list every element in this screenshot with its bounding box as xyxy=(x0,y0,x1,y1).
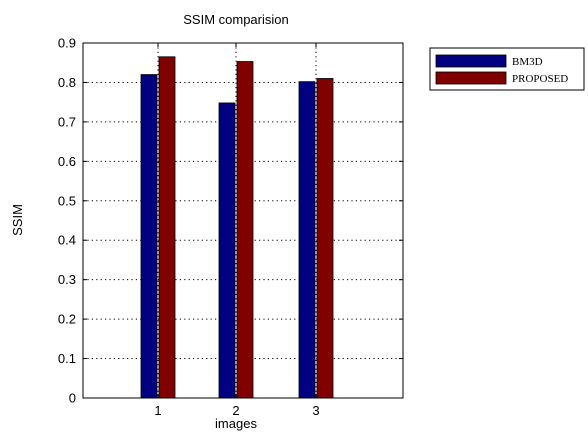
y-tick-label: 0.8 xyxy=(58,75,76,90)
x-tick-label: 2 xyxy=(232,403,239,418)
chart-title: SSIM comparision xyxy=(183,12,288,27)
grid-lines xyxy=(83,43,403,398)
legend-label-proposed: PROPOSED xyxy=(512,73,568,85)
x-axis-label: images xyxy=(215,416,257,431)
y-tick-label: 0.2 xyxy=(58,312,76,327)
y-tick-label: 0.4 xyxy=(58,233,76,248)
x-axis-ticks: 1 2 3 xyxy=(154,43,320,418)
y-tick-label: 0 xyxy=(69,391,76,406)
y-tick-label: 0.3 xyxy=(58,272,76,287)
legend-swatch-proposed xyxy=(435,71,507,85)
legend-swatch-bm3d xyxy=(435,54,507,68)
plot-frame xyxy=(82,42,404,399)
bar-proposed-2 xyxy=(236,61,254,399)
legend-label-bm3d: BM3D xyxy=(512,56,543,68)
y-tick-label: 0.5 xyxy=(58,193,76,208)
y-tick-label: 0.6 xyxy=(58,154,76,169)
bar-bm3d-3 xyxy=(298,81,316,399)
y-tick-label: 0.7 xyxy=(58,114,76,129)
bar-bm3d-2 xyxy=(218,102,236,399)
bar-proposed-3 xyxy=(316,78,334,399)
bars xyxy=(140,56,334,399)
y-tick-label: 0.9 xyxy=(58,36,76,51)
y-axis-ticks: 0 0.1 0.2 0.3 0.4 0.5 0.6 0.7 0.8 0.9 xyxy=(58,36,403,406)
x-tick-label: 1 xyxy=(154,403,161,418)
y-axis-label: SSIM xyxy=(10,204,25,236)
bar-proposed-1 xyxy=(158,56,176,399)
x-tick-label: 3 xyxy=(312,403,319,418)
bar-bm3d-1 xyxy=(140,74,158,399)
y-tick-label: 0.1 xyxy=(58,351,76,366)
legend: BM3D PROPOSED xyxy=(429,47,585,91)
